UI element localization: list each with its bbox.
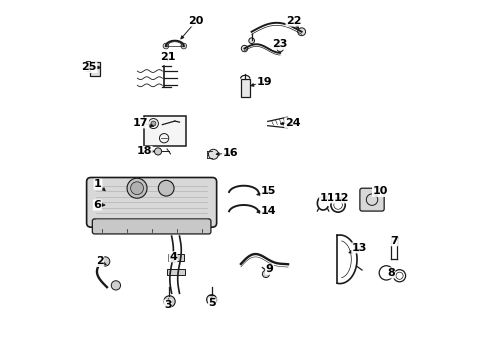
Circle shape xyxy=(241,45,247,52)
FancyBboxPatch shape xyxy=(86,177,216,227)
Circle shape xyxy=(208,149,218,159)
Text: 2: 2 xyxy=(96,256,103,266)
Bar xyxy=(90,62,100,76)
Bar xyxy=(166,269,184,275)
Text: 3: 3 xyxy=(163,300,171,310)
Circle shape xyxy=(158,180,174,196)
Circle shape xyxy=(101,257,110,266)
Circle shape xyxy=(181,43,186,49)
Circle shape xyxy=(206,295,216,305)
Text: 18: 18 xyxy=(137,147,152,157)
Text: 21: 21 xyxy=(160,52,175,62)
Text: 15: 15 xyxy=(261,186,276,197)
Circle shape xyxy=(163,296,175,307)
Text: 10: 10 xyxy=(372,186,387,197)
Text: 19: 19 xyxy=(256,77,271,87)
Text: 12: 12 xyxy=(333,193,349,203)
Circle shape xyxy=(262,270,269,278)
Text: 8: 8 xyxy=(386,268,394,278)
Circle shape xyxy=(111,281,121,290)
Circle shape xyxy=(127,178,147,198)
Circle shape xyxy=(297,28,305,36)
Text: 14: 14 xyxy=(261,206,276,216)
Text: 9: 9 xyxy=(265,264,273,274)
Circle shape xyxy=(276,45,283,52)
Text: 13: 13 xyxy=(351,243,366,253)
Bar xyxy=(168,254,183,261)
Circle shape xyxy=(154,148,162,155)
Text: 22: 22 xyxy=(285,16,301,26)
FancyBboxPatch shape xyxy=(359,188,384,211)
Text: 17: 17 xyxy=(133,118,148,128)
Text: 24: 24 xyxy=(285,118,300,128)
Text: 16: 16 xyxy=(222,148,238,158)
Text: 20: 20 xyxy=(188,16,203,26)
Bar xyxy=(144,116,185,146)
Circle shape xyxy=(248,38,254,44)
Bar xyxy=(240,78,249,97)
Text: 1: 1 xyxy=(94,179,102,189)
Text: 25: 25 xyxy=(81,63,97,72)
Circle shape xyxy=(151,121,156,126)
Text: 23: 23 xyxy=(272,39,287,49)
Circle shape xyxy=(130,182,143,195)
Text: 11: 11 xyxy=(319,193,334,203)
Circle shape xyxy=(163,43,168,49)
Text: 7: 7 xyxy=(389,236,397,246)
Text: 5: 5 xyxy=(208,298,216,308)
Text: 4: 4 xyxy=(169,252,177,262)
Text: 6: 6 xyxy=(93,200,101,210)
FancyBboxPatch shape xyxy=(92,219,210,234)
